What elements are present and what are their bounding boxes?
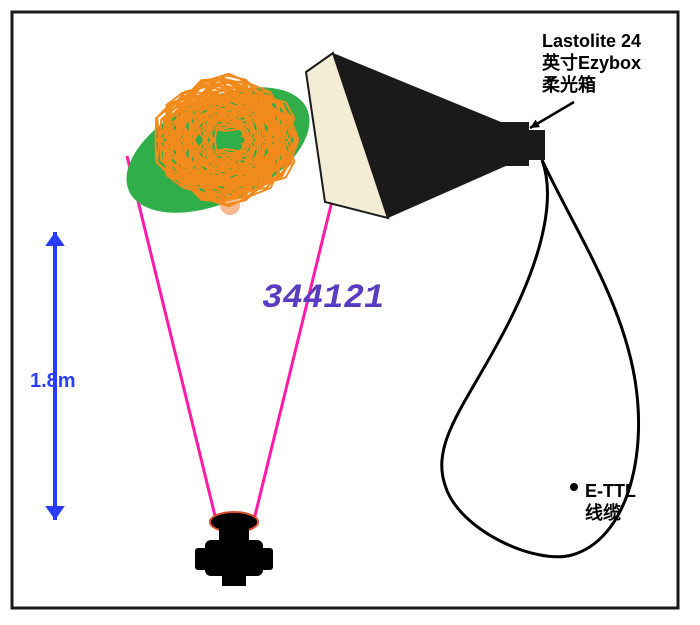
camera-grip-left (195, 548, 207, 570)
height-label: 1.8m (30, 370, 76, 393)
diagram-stage: 1.8m Lastolite 24 英寸Ezybox 柔光箱 E-TTL 线缆 … (0, 0, 700, 625)
fov-line-right (252, 156, 343, 528)
cable-label-dot (570, 483, 578, 491)
softbox-mount (501, 122, 529, 166)
camera-body (205, 540, 263, 576)
camera-prism (219, 522, 249, 540)
watermark-text: 344121 (262, 280, 384, 318)
cable-label: E-TTL 线缆 (585, 480, 636, 524)
camera-grip-right (261, 548, 273, 570)
height-arrow-head-top (45, 232, 65, 246)
camera-foot (222, 576, 246, 586)
height-arrow-head-bottom (45, 506, 65, 520)
softbox-label: Lastolite 24 英寸Ezybox 柔光箱 (542, 30, 641, 96)
softbox-flash (529, 130, 545, 160)
